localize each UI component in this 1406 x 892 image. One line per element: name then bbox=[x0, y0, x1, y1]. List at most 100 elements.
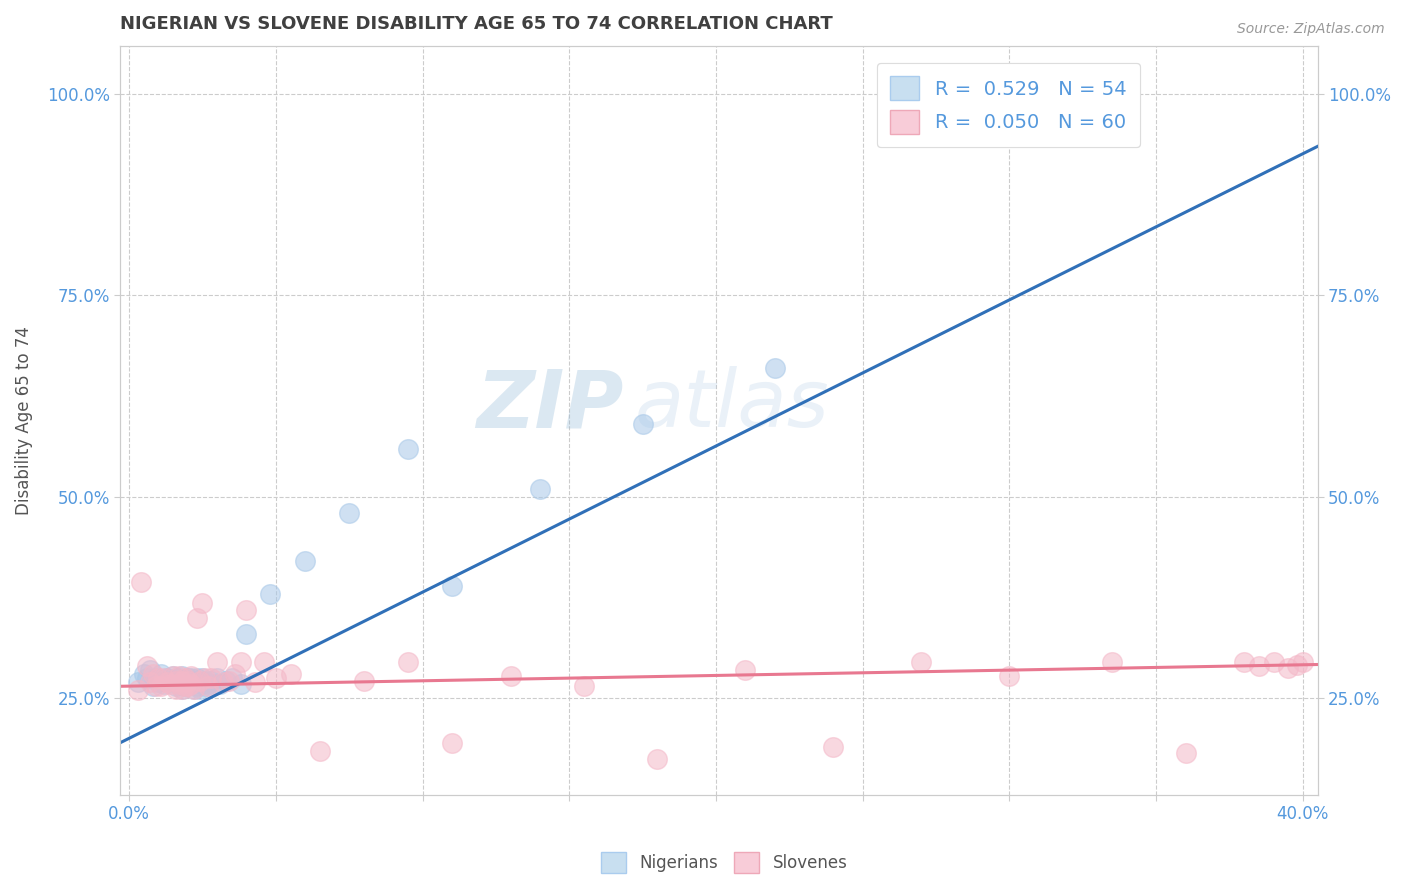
Text: ZIP: ZIP bbox=[475, 367, 623, 444]
Point bbox=[153, 677, 176, 691]
Point bbox=[145, 671, 167, 685]
Point bbox=[180, 671, 202, 685]
Point bbox=[167, 669, 190, 683]
Point bbox=[440, 578, 463, 592]
Point bbox=[1233, 655, 1256, 669]
Point bbox=[280, 667, 302, 681]
Point bbox=[631, 417, 654, 432]
Point bbox=[180, 677, 202, 691]
Point bbox=[1247, 659, 1270, 673]
Point bbox=[229, 677, 252, 691]
Point bbox=[138, 675, 160, 690]
Point bbox=[167, 671, 190, 685]
Point bbox=[142, 667, 165, 681]
Point bbox=[180, 669, 202, 683]
Point bbox=[353, 673, 375, 688]
Point bbox=[264, 671, 287, 685]
Point bbox=[910, 655, 932, 669]
Point bbox=[165, 673, 187, 688]
Point bbox=[188, 675, 211, 690]
Point bbox=[170, 681, 193, 696]
Point bbox=[529, 482, 551, 496]
Point bbox=[209, 677, 232, 691]
Point bbox=[499, 669, 522, 683]
Point bbox=[148, 675, 170, 690]
Point bbox=[162, 669, 184, 683]
Point bbox=[177, 679, 200, 693]
Point bbox=[165, 679, 187, 693]
Point bbox=[202, 677, 225, 691]
Point bbox=[167, 677, 190, 691]
Point bbox=[177, 673, 200, 688]
Point bbox=[200, 671, 222, 685]
Point bbox=[159, 677, 181, 691]
Text: NIGERIAN VS SLOVENE DISABILITY AGE 65 TO 74 CORRELATION CHART: NIGERIAN VS SLOVENE DISABILITY AGE 65 TO… bbox=[121, 15, 834, 33]
Point bbox=[308, 744, 330, 758]
Point bbox=[186, 671, 208, 685]
Legend: R =  0.529   N = 54, R =  0.050   N = 60: R = 0.529 N = 54, R = 0.050 N = 60 bbox=[877, 62, 1140, 147]
Text: atlas: atlas bbox=[636, 367, 830, 444]
Point bbox=[150, 667, 173, 681]
Point bbox=[183, 673, 205, 688]
Point bbox=[823, 739, 845, 754]
Point bbox=[165, 673, 187, 688]
Point bbox=[998, 669, 1021, 683]
Point bbox=[191, 671, 214, 685]
Point bbox=[156, 675, 179, 690]
Point bbox=[205, 655, 228, 669]
Point bbox=[194, 671, 217, 685]
Point bbox=[194, 673, 217, 688]
Point bbox=[142, 679, 165, 693]
Point bbox=[197, 677, 219, 691]
Point bbox=[205, 671, 228, 685]
Point bbox=[763, 361, 786, 376]
Point bbox=[129, 574, 152, 589]
Point bbox=[138, 663, 160, 677]
Point bbox=[153, 671, 176, 685]
Point bbox=[191, 596, 214, 610]
Point bbox=[734, 663, 756, 677]
Point bbox=[165, 681, 187, 696]
Point bbox=[229, 655, 252, 669]
Point bbox=[127, 675, 149, 690]
Point bbox=[396, 655, 419, 669]
Point bbox=[188, 673, 211, 688]
Point bbox=[148, 671, 170, 685]
Point bbox=[259, 586, 281, 600]
Point bbox=[191, 677, 214, 691]
Point bbox=[215, 673, 238, 688]
Point bbox=[186, 611, 208, 625]
Point bbox=[173, 673, 195, 688]
Point bbox=[294, 554, 316, 568]
Point bbox=[396, 442, 419, 456]
Point bbox=[145, 679, 167, 693]
Point bbox=[177, 671, 200, 685]
Point bbox=[200, 673, 222, 688]
Point bbox=[218, 673, 240, 688]
Point bbox=[235, 627, 257, 641]
Point bbox=[180, 677, 202, 691]
Point bbox=[253, 655, 276, 669]
Point bbox=[212, 675, 235, 690]
Text: Source: ZipAtlas.com: Source: ZipAtlas.com bbox=[1237, 22, 1385, 37]
Point bbox=[245, 675, 267, 690]
Point bbox=[186, 679, 208, 693]
Point bbox=[135, 671, 157, 685]
Point bbox=[162, 669, 184, 683]
Point bbox=[183, 681, 205, 696]
Point bbox=[150, 679, 173, 693]
Point bbox=[170, 673, 193, 688]
Point bbox=[162, 675, 184, 690]
Y-axis label: Disability Age 65 to 74: Disability Age 65 to 74 bbox=[15, 326, 32, 515]
Point bbox=[1292, 655, 1315, 669]
Point bbox=[1286, 657, 1309, 672]
Point bbox=[170, 681, 193, 696]
Point bbox=[173, 671, 195, 685]
Point bbox=[440, 736, 463, 750]
Point bbox=[647, 752, 669, 766]
Point bbox=[132, 667, 155, 681]
Point bbox=[221, 671, 243, 685]
Point bbox=[173, 679, 195, 693]
Point bbox=[224, 667, 246, 681]
Point bbox=[1277, 661, 1299, 675]
